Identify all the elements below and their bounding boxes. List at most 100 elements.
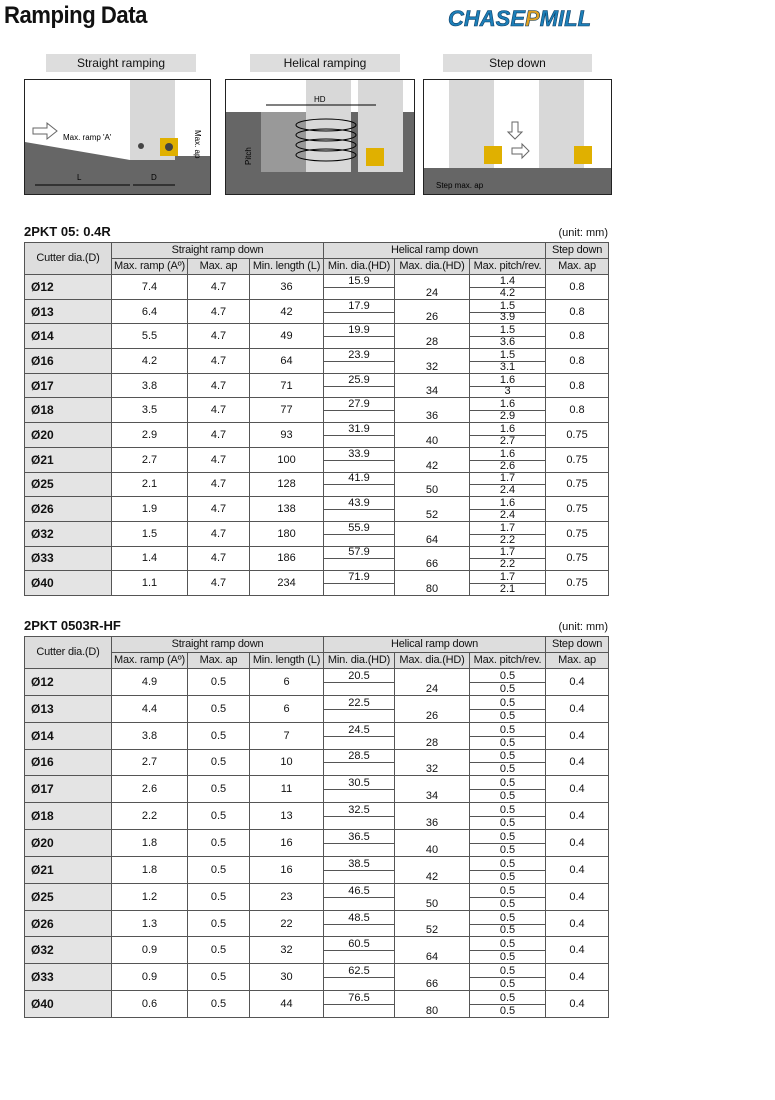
pitch-value-top: 0.5 — [499, 750, 516, 763]
pitch-value-top: 1.5 — [499, 348, 516, 361]
max-dia: 34 — [394, 775, 471, 804]
pitch-value-bottom: 0.5 — [499, 817, 516, 830]
min-length: 7 — [248, 721, 325, 750]
min-dia-value: 43.9 — [348, 497, 370, 510]
min-dia-value: 60.5 — [348, 938, 370, 951]
max-pitch: 0.5 0.5 — [469, 882, 547, 911]
min-dia-value: 33.9 — [348, 447, 370, 460]
min-length: 10 — [248, 748, 325, 777]
pitch-value-top: 1.7 — [499, 571, 516, 584]
max-ap: 0.5 — [187, 829, 250, 857]
pitch-value-bottom: 0.5 — [499, 978, 516, 991]
min-length: 6 — [248, 694, 325, 723]
step-max-ap: 0.75 — [545, 446, 610, 473]
pitch-value-bottom: 2.4 — [499, 484, 516, 497]
max-ramp: 3.8 — [111, 372, 188, 399]
step-max-ap: 0.8 — [545, 397, 610, 424]
max-ramp: 7.4 — [111, 274, 188, 300]
step-max-ap: 0.4 — [545, 721, 610, 750]
min-length: 6 — [248, 668, 325, 696]
max-dia-value: 32 — [425, 360, 439, 373]
min-dia: 25.9 — [323, 372, 396, 399]
table-row: Ø14 3.8 0.5 7 24.5 28 0.5 0.5 0.4 — [24, 721, 610, 750]
max-pitch: 1.4 4.2 — [469, 274, 547, 300]
max-pitch: 0.5 0.5 — [469, 775, 547, 804]
min-dia: 57.9 — [323, 545, 396, 572]
min-length: 30 — [248, 963, 325, 992]
cutter-dia: Ø40 — [24, 570, 112, 596]
cutter-dia: Ø17 — [24, 372, 112, 399]
max-ramp: 4.2 — [111, 348, 188, 374]
min-dia: 23.9 — [323, 348, 396, 374]
step-max-ap: 0.4 — [545, 802, 610, 831]
pitch-value-bottom: 0.5 — [499, 682, 516, 695]
min-dia-value: 20.5 — [348, 669, 370, 682]
max-ap: 4.7 — [187, 372, 250, 399]
max-ramp: 1.2 — [111, 882, 188, 911]
unit-label: (unit: mm) — [558, 227, 609, 239]
min-dia: 15.9 — [323, 274, 396, 300]
max-dia: 28 — [394, 323, 471, 350]
max-dia-value: 50 — [425, 897, 439, 910]
column-header: Max. dia.(HD) — [394, 652, 471, 669]
max-dia: 52 — [394, 496, 471, 522]
pitch-value-top: 1.6 — [499, 447, 516, 460]
max-dia-value: 32 — [425, 763, 439, 776]
chasepmill-logo: CHASEPMILL — [448, 6, 591, 32]
max-dia-value: 40 — [425, 843, 439, 856]
cutter-dia: Ø33 — [24, 963, 112, 992]
min-length: 138 — [248, 496, 325, 522]
step-max-ap: 0.75 — [545, 545, 610, 572]
step-max-ap: 0.8 — [545, 274, 610, 300]
table-row: Ø12 4.9 0.5 6 20.5 24 0.5 0.5 0.4 — [24, 668, 610, 696]
min-dia-value: 55.9 — [348, 521, 370, 534]
max-ap: 0.5 — [187, 882, 250, 911]
min-dia: 30.5 — [323, 775, 396, 804]
max-dia: 64 — [394, 520, 471, 547]
max-ramp: 4.4 — [111, 694, 188, 723]
min-dia-value: 22.5 — [348, 696, 370, 709]
max-dia: 50 — [394, 471, 471, 498]
min-dia-value: 32.5 — [348, 804, 370, 817]
min-dia-value: 24.5 — [348, 723, 370, 736]
min-length: 234 — [248, 570, 325, 596]
max-pitch: 1.7 2.2 — [469, 520, 547, 547]
step-max-ap: 0.75 — [545, 422, 610, 448]
max-dia: 26 — [394, 298, 471, 325]
pitch-value-top: 1.7 — [499, 472, 516, 485]
step-max-ap: 0.4 — [545, 855, 610, 884]
max-dia: 80 — [394, 570, 471, 596]
pitch-value-top: 0.5 — [499, 857, 516, 870]
max-ramp: 1.9 — [111, 496, 188, 522]
max-dia-value: 26 — [425, 709, 439, 722]
max-dia: 32 — [394, 748, 471, 777]
table-row: Ø14 5.5 4.7 49 19.9 28 1.5 3.6 0.8 — [24, 323, 610, 350]
pitch-value-top: 0.5 — [499, 669, 516, 682]
header-cutter-dia: Cutter dia.(D) — [24, 242, 112, 275]
cutter-dia: Ø18 — [24, 397, 112, 424]
max-dia: 36 — [394, 397, 471, 424]
max-pitch: 0.5 0.5 — [469, 936, 547, 965]
max-pitch: 0.5 0.5 — [469, 802, 547, 831]
max-ramp: 1.8 — [111, 855, 188, 884]
max-dia: 40 — [394, 422, 471, 448]
ramping-table: Cutter dia.(D) Straight ramp down Helica… — [24, 242, 610, 596]
cutter-dia: Ø12 — [24, 668, 112, 696]
pitch-value-bottom: 3 — [504, 385, 511, 398]
max-pitch: 1.5 3.1 — [469, 348, 547, 374]
step-max-ap: 0.8 — [545, 372, 610, 399]
min-length: 13 — [248, 802, 325, 831]
caption-helical-ramping: Helical ramping — [250, 54, 400, 72]
max-ap: 4.7 — [187, 446, 250, 473]
pitch-value-bottom: 0.5 — [499, 736, 516, 749]
min-dia-value: 31.9 — [348, 422, 370, 435]
max-dia: 34 — [394, 372, 471, 399]
max-dia-value: 24 — [425, 286, 439, 299]
max-pitch: 1.7 2.2 — [469, 545, 547, 572]
pitch-value-top: 0.5 — [499, 830, 516, 843]
max-ramp: 2.7 — [111, 748, 188, 777]
min-length: 11 — [248, 775, 325, 804]
pitch-value-top: 0.5 — [499, 804, 516, 817]
column-header: Max. ap — [545, 652, 610, 669]
max-dia: 42 — [394, 855, 471, 884]
